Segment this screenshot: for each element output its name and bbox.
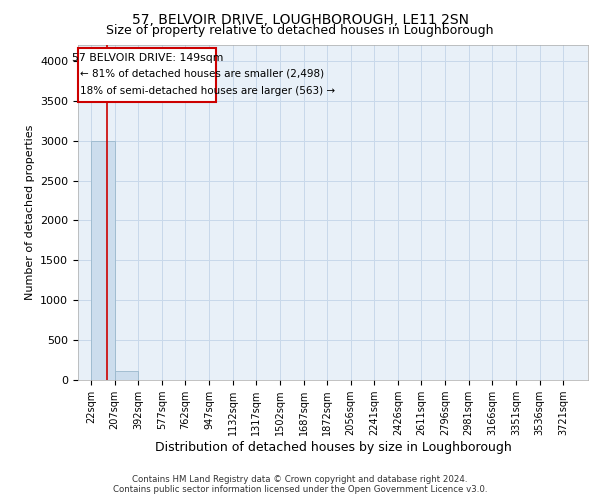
Text: 57 BELVOIR DRIVE: 149sqm: 57 BELVOIR DRIVE: 149sqm [71, 52, 223, 62]
Text: ← 81% of detached houses are smaller (2,498): ← 81% of detached houses are smaller (2,… [80, 68, 323, 78]
Bar [115, 371, 138, 380]
Bar [91, 140, 115, 380]
Text: 57, BELVOIR DRIVE, LOUGHBOROUGH, LE11 2SN: 57, BELVOIR DRIVE, LOUGHBOROUGH, LE11 2S… [131, 12, 469, 26]
X-axis label: Distribution of detached houses by size in Loughborough: Distribution of detached houses by size … [155, 441, 511, 454]
Text: Contains HM Land Registry data © Crown copyright and database right 2024.
Contai: Contains HM Land Registry data © Crown c… [113, 474, 487, 494]
FancyBboxPatch shape [78, 48, 216, 102]
Text: 18% of semi-detached houses are larger (563) →: 18% of semi-detached houses are larger (… [80, 86, 335, 96]
Text: Size of property relative to detached houses in Loughborough: Size of property relative to detached ho… [106, 24, 494, 37]
Y-axis label: Number of detached properties: Number of detached properties [25, 125, 35, 300]
